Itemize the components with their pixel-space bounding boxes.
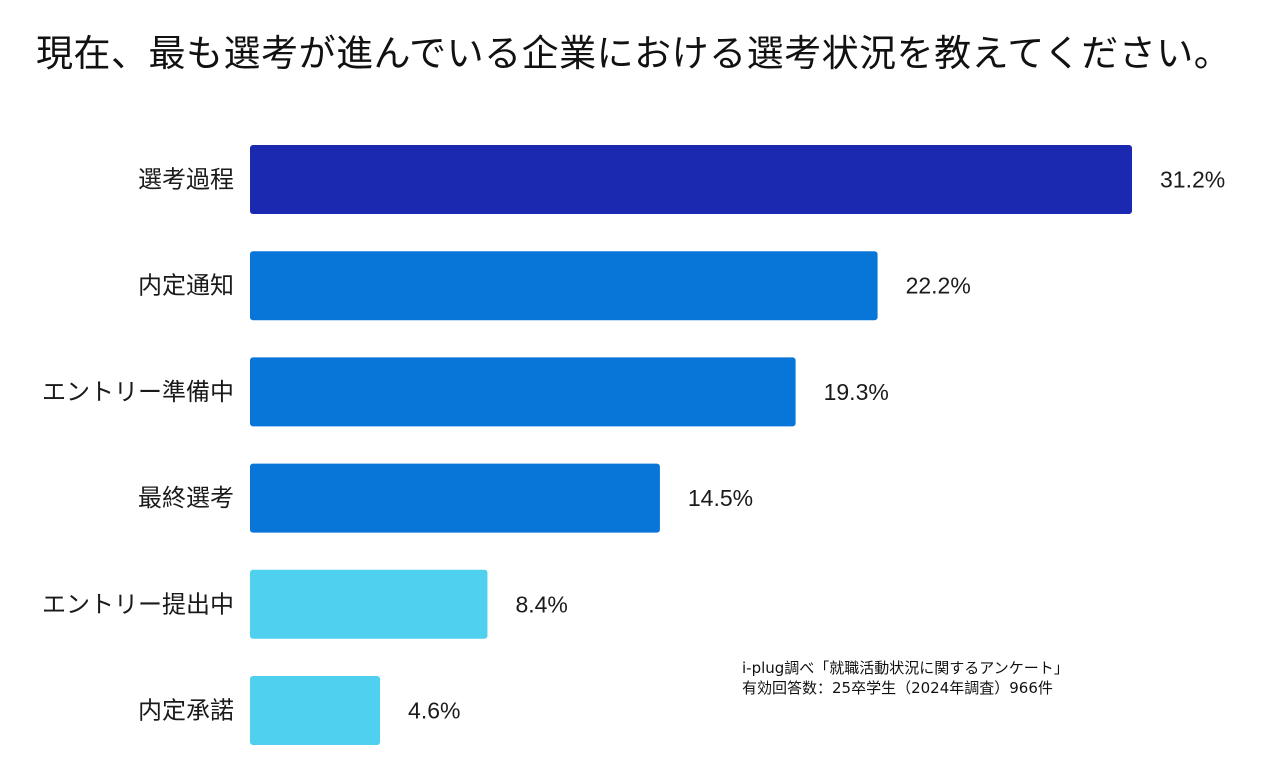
chart-title: 現在、最も選考が進んでいる企業における選考状況を教えてください。 xyxy=(36,32,1232,75)
value-label-5: 8.4% xyxy=(515,591,567,617)
value-label-1: 31.2% xyxy=(1160,167,1225,193)
source-note-line-1: i-plug調べ「就職活動状況に関するアンケート」 xyxy=(742,659,1069,677)
bar-5 xyxy=(250,569,488,639)
value-label-3: 19.3% xyxy=(824,379,889,405)
category-label-4: 最終選考 xyxy=(138,484,234,512)
category-label-6: 内定承諾 xyxy=(138,697,234,725)
value-label-6: 4.6% xyxy=(408,698,460,724)
bar-2 xyxy=(250,251,878,321)
category-label-3: エントリー準備中 xyxy=(42,378,234,406)
value-label-2: 22.2% xyxy=(906,273,971,299)
category-label-2: 内定通知 xyxy=(138,272,234,300)
value-label-4: 14.5% xyxy=(688,485,753,511)
bar-3 xyxy=(250,357,796,427)
bar-4 xyxy=(250,463,660,533)
category-label-5: エントリー提出中 xyxy=(42,590,234,618)
bar-1 xyxy=(250,145,1132,214)
category-label-1: 選考過程 xyxy=(138,166,234,194)
source-note-line-2: 有効回答数：25卒学生（2024年調査）966件 xyxy=(742,679,1053,697)
bar-6 xyxy=(250,676,381,745)
source-note: i-plug調べ「就職活動状況に関するアンケート」 有効回答数：25卒学生（20… xyxy=(742,658,1069,698)
